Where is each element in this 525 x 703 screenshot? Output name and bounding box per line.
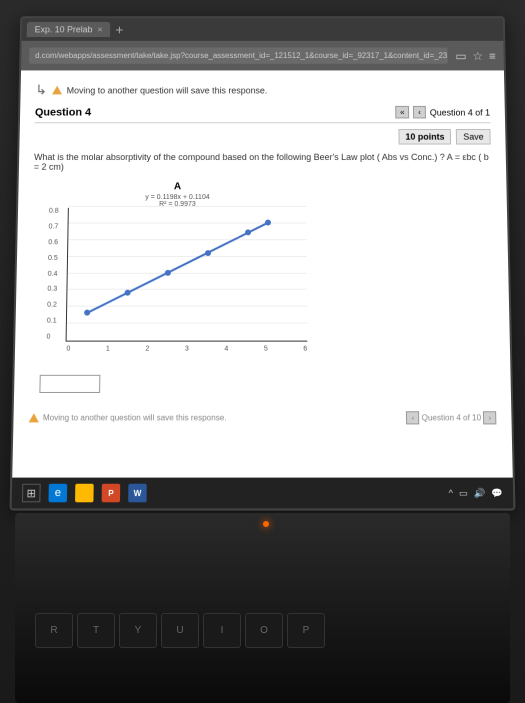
keyboard-key: T: [77, 613, 115, 648]
points-badge: 10 points: [398, 129, 451, 144]
chart-title: A: [43, 181, 311, 192]
warning-text: Moving to another question will save thi…: [67, 85, 268, 95]
question-nav-label: Question 4 of 1: [430, 107, 490, 117]
address-bar: d.com/webapps/assessment/take/take.jsp?c…: [21, 41, 504, 71]
data-point: [245, 230, 251, 236]
data-point: [125, 290, 131, 296]
x-tick-label: 2: [145, 346, 149, 353]
battery-icon[interactable]: ▭: [459, 487, 468, 498]
return-arrow-icon: ↳: [35, 82, 47, 98]
x-tick-label: 6: [303, 346, 307, 353]
y-tick-label: 0.7: [49, 223, 59, 230]
save-button[interactable]: Save: [456, 129, 490, 144]
keyboard-key: P: [287, 613, 325, 648]
warning-icon: [29, 413, 39, 422]
warning-icon: [52, 86, 62, 95]
prev-button[interactable]: ‹: [413, 106, 426, 119]
powerpoint-icon[interactable]: P: [102, 484, 121, 503]
data-point: [84, 310, 90, 316]
y-tick-label: 0.5: [48, 255, 58, 262]
keyboard-key: R: [35, 613, 73, 648]
keyboard-key: U: [161, 613, 199, 648]
y-tick-label: 0.3: [47, 286, 57, 293]
content-area: ↳ Moving to another question will save t…: [12, 70, 513, 477]
data-point: [205, 250, 211, 256]
answer-box: [39, 375, 495, 393]
chart-area: 00.10.20.30.40.50.60.70.8 0123456: [66, 208, 308, 342]
keyboard: RTYUIOP: [15, 513, 510, 703]
volume-icon[interactable]: 🔊: [474, 487, 486, 498]
menu-icon[interactable]: ≡: [489, 49, 496, 62]
files-icon[interactable]: [75, 484, 94, 503]
bottom-warning-text: Moving to another question will save thi…: [43, 413, 227, 422]
x-tick-label: 5: [264, 346, 268, 353]
close-icon[interactable]: ×: [97, 25, 102, 34]
data-point: [265, 220, 271, 226]
y-tick-label: 0.1: [47, 318, 57, 325]
y-tick-label: 0.4: [48, 270, 58, 277]
bottom-nav-label: Question 4 of 10: [422, 413, 482, 422]
taskbar: ⊞ e P W ^ ▭ 🔊 💬: [12, 478, 514, 509]
keyboard-key: Y: [119, 613, 157, 648]
star-icon[interactable]: ☆: [472, 49, 483, 62]
keyboard-key: O: [245, 613, 283, 648]
answer-input[interactable]: [39, 375, 100, 393]
y-tick-label: 0.6: [48, 239, 58, 246]
x-tick-label: 1: [106, 346, 110, 353]
x-tick-label: 0: [66, 346, 70, 353]
next-bottom-button[interactable]: ›: [483, 411, 496, 424]
url-field[interactable]: d.com/webapps/assessment/take/take.jsp?c…: [29, 48, 448, 64]
x-tick-label: 4: [224, 346, 228, 353]
question-title: Question 4: [35, 106, 91, 118]
chart-equation: y = 0.1198x + 0.1104: [43, 194, 312, 201]
notification-icon[interactable]: 💬: [491, 487, 503, 498]
reader-icon[interactable]: ▭: [455, 49, 466, 62]
question-text: What is the molar absorptivity of the co…: [34, 152, 491, 171]
power-led-icon: [263, 521, 269, 527]
new-tab-button[interactable]: +: [115, 22, 123, 37]
word-icon[interactable]: W: [128, 484, 147, 503]
prev-question-button[interactable]: «: [395, 106, 409, 119]
tab-title: Exp. 10 Prelab: [35, 25, 93, 34]
y-tick-label: 0: [46, 334, 56, 341]
tab-bar: Exp. 10 Prelab × +: [22, 18, 504, 41]
y-tick-label: 0.2: [47, 302, 57, 309]
data-point: [165, 270, 171, 276]
x-tick-label: 3: [185, 346, 189, 353]
keyboard-key: I: [203, 613, 241, 648]
tray-up-icon[interactable]: ^: [449, 488, 453, 498]
chart-container: A y = 0.1198x + 0.1104 R² = 0.9973 00.10…: [40, 181, 312, 359]
browser-tab[interactable]: Exp. 10 Prelab ×: [27, 22, 111, 37]
y-tick-label: 0.8: [49, 208, 59, 215]
edge-icon[interactable]: e: [48, 484, 67, 503]
task-view-icon[interactable]: ⊞: [22, 484, 41, 503]
prev-bottom-button[interactable]: ‹: [406, 411, 419, 424]
